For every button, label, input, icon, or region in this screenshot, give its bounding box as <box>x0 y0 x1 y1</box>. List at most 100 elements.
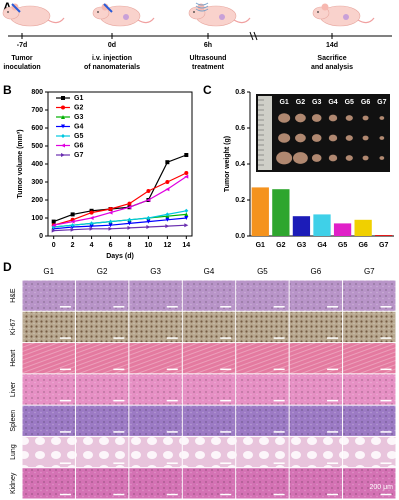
data-point <box>184 223 189 228</box>
series-line <box>53 210 187 228</box>
histology-texture <box>129 343 182 374</box>
data-point <box>184 153 189 157</box>
histology-texture <box>182 280 236 311</box>
x-tick-label: 8 <box>128 242 132 249</box>
legend-label: G6 <box>74 142 83 149</box>
y-tick-label: 600 <box>31 125 43 132</box>
row-label: H&E <box>10 288 17 303</box>
row-label: Heart <box>10 350 17 367</box>
y-tick-label: 0.8 <box>235 89 245 96</box>
tumor <box>345 135 353 141</box>
histology-texture <box>22 436 75 468</box>
legend-marker <box>61 115 65 119</box>
histology-texture <box>289 468 343 499</box>
tumor <box>293 152 308 164</box>
x-tick-label: 10 <box>145 242 153 249</box>
histology-texture <box>182 468 236 499</box>
x-tick-label: 12 <box>163 242 171 249</box>
bar <box>375 235 393 236</box>
data-point <box>127 225 132 230</box>
row-label: Ki-67 <box>10 319 17 335</box>
bar <box>333 223 352 236</box>
event-label: i.v. injection <box>92 55 132 62</box>
tumor <box>345 155 353 161</box>
data-point <box>184 208 189 213</box>
syringe <box>11 3 113 13</box>
data-point <box>184 174 189 179</box>
bar <box>272 189 290 236</box>
bar <box>251 187 269 236</box>
tumor <box>311 114 322 122</box>
histology-texture <box>343 343 396 374</box>
histology-texture <box>289 374 343 405</box>
data-point <box>127 221 132 226</box>
tumor <box>311 154 322 162</box>
mouse-eye <box>193 11 195 13</box>
tumor <box>311 134 322 142</box>
mouse-eye <box>317 11 319 13</box>
legend-label: G7 <box>74 152 83 159</box>
data-point <box>89 210 94 215</box>
legend-label: G1 <box>74 95 83 102</box>
photo-label: G1 <box>279 99 288 106</box>
event-label: and analysis <box>311 64 353 71</box>
x-tick-label: 4 <box>90 242 94 249</box>
data-point <box>70 227 75 232</box>
column-label: G4 <box>204 267 215 276</box>
tumor <box>276 151 293 165</box>
data-point <box>89 216 94 220</box>
time-label: 14d <box>326 42 338 49</box>
photo-label: G2 <box>296 99 305 106</box>
legend-marker <box>61 134 65 138</box>
data-point <box>51 219 56 224</box>
data-point <box>89 224 94 229</box>
mouse-tumor <box>343 14 349 20</box>
series-line <box>53 217 187 230</box>
histology-texture <box>236 311 289 343</box>
y-tick-label: 0.2 <box>235 197 245 204</box>
histology-texture <box>236 374 289 405</box>
mouse-ear <box>321 3 329 11</box>
histology-texture <box>129 311 182 343</box>
mouse-tail <box>137 17 155 24</box>
data-point <box>89 226 94 231</box>
photo-label: G5 <box>345 99 354 106</box>
histology-texture <box>182 436 236 468</box>
histology-texture <box>75 311 129 343</box>
column-label: G6 <box>311 267 322 276</box>
histology-texture <box>22 405 75 436</box>
bar <box>354 219 372 236</box>
y-tick-label: 0.4 <box>235 161 245 168</box>
x-tick-label: 2 <box>71 242 75 249</box>
histology-texture <box>22 280 75 311</box>
tumor <box>362 135 369 141</box>
legend-marker <box>61 153 65 157</box>
histology-texture <box>182 311 236 343</box>
x-tick-label: G1 <box>256 242 265 249</box>
tumor <box>379 156 385 160</box>
legend-label: G4 <box>74 123 83 130</box>
histology-texture <box>75 405 129 436</box>
y-tick-label: 0.0 <box>235 233 245 240</box>
tumor <box>379 136 385 140</box>
time-label: 6h <box>204 42 212 49</box>
tumor <box>295 113 306 123</box>
x-tick-label: G2 <box>276 242 285 249</box>
data-point <box>89 221 94 226</box>
legend-marker <box>61 143 65 148</box>
row-label: Liver <box>10 381 17 397</box>
data-point <box>108 223 113 228</box>
tumor <box>328 154 338 162</box>
histology-texture <box>343 468 396 499</box>
data-point <box>127 205 132 210</box>
x-tick-label: G7 <box>379 242 388 249</box>
mouse-icon <box>188 3 251 27</box>
column-label: G5 <box>257 267 268 276</box>
row-label: Kidney <box>10 472 17 494</box>
histology-texture <box>236 280 289 311</box>
data-point <box>165 212 170 217</box>
histology-texture <box>289 280 343 311</box>
histology-texture <box>289 311 343 343</box>
data-point <box>108 207 113 211</box>
x-tick-label: 0 <box>52 242 56 249</box>
